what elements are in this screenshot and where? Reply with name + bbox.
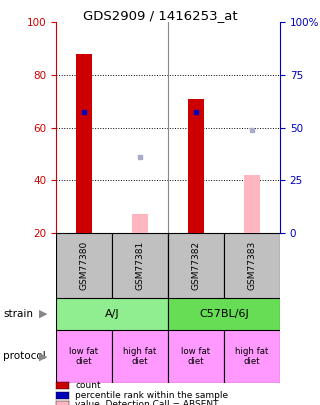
Bar	[56, 233, 112, 298]
Bar	[168, 233, 224, 298]
Text: ▶: ▶	[39, 352, 47, 361]
Text: count: count	[75, 381, 101, 390]
Bar	[132, 215, 148, 233]
Text: low fat
diet: low fat diet	[69, 347, 99, 366]
Text: high fat
diet: high fat diet	[235, 347, 269, 366]
Text: percentile rank within the sample: percentile rank within the sample	[75, 391, 228, 400]
Text: GSM77382: GSM77382	[191, 241, 201, 290]
Bar	[112, 233, 168, 298]
Bar	[224, 233, 280, 298]
Bar	[56, 298, 168, 330]
Text: GSM77380: GSM77380	[79, 241, 89, 290]
Text: strain: strain	[3, 309, 33, 319]
Bar	[244, 175, 260, 233]
Text: high fat
diet: high fat diet	[123, 347, 157, 366]
Text: ▶: ▶	[39, 309, 47, 319]
Text: A/J: A/J	[105, 309, 119, 319]
Bar	[168, 330, 224, 383]
Text: GSM77381: GSM77381	[135, 241, 145, 290]
Text: C57BL/6J: C57BL/6J	[199, 309, 249, 319]
Bar	[188, 98, 204, 233]
Bar	[112, 330, 168, 383]
Text: low fat
diet: low fat diet	[181, 347, 211, 366]
Text: protocol: protocol	[3, 352, 46, 361]
Bar	[224, 330, 280, 383]
Bar	[56, 330, 112, 383]
Text: value, Detection Call = ABSENT: value, Detection Call = ABSENT	[75, 401, 219, 405]
Bar	[168, 298, 280, 330]
Text: GSM77383: GSM77383	[247, 241, 257, 290]
Text: GDS2909 / 1416253_at: GDS2909 / 1416253_at	[83, 9, 237, 22]
Bar	[76, 54, 92, 233]
